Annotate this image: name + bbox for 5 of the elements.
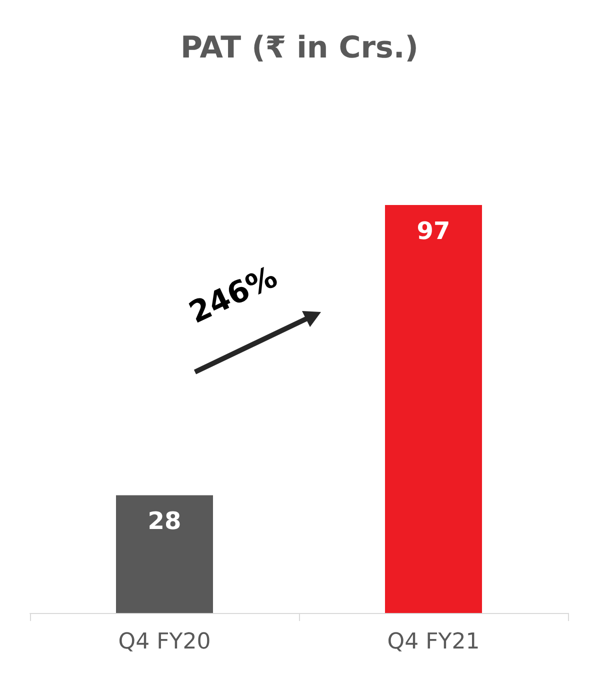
data-label: 28 <box>148 507 182 536</box>
chart-title: PAT (₹ in Crs.) <box>180 30 418 66</box>
x-tick-label: Q4 FY20 <box>118 630 211 654</box>
data-label: 97 <box>416 217 450 245</box>
x-tick-label: Q4 FY21 <box>387 630 480 654</box>
